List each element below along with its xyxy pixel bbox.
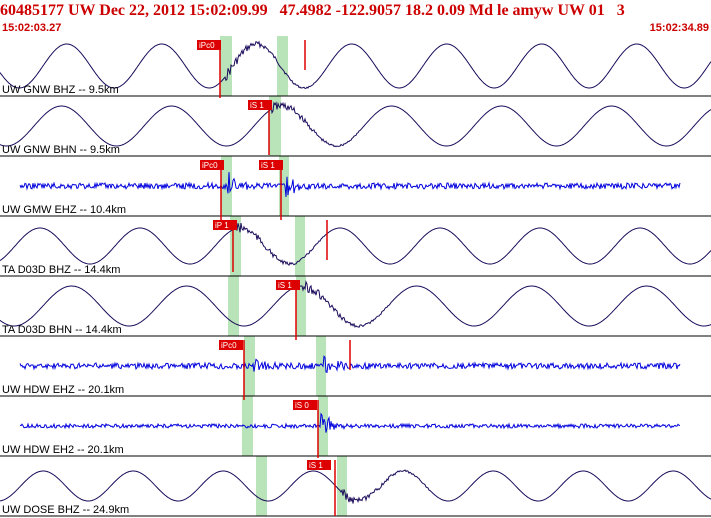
phase-picks: iPc0 iS 1 iPc0 iS 1 iP 1 iS 1 iPc0 iS 0 iS 1 <box>197 40 351 516</box>
pick-label: iS 1 <box>309 461 323 470</box>
phase-window <box>295 216 305 276</box>
pick-box <box>219 340 243 350</box>
phase-window <box>318 396 328 456</box>
pick-box <box>307 460 331 470</box>
phase-window <box>277 36 288 96</box>
start-time-label: 15:02:03.27 <box>2 22 62 34</box>
phase-window <box>242 396 253 456</box>
pick-label: iS 0 <box>295 401 309 410</box>
pick-label: iPc0 <box>199 41 215 50</box>
pick-box <box>248 100 272 110</box>
phase-window <box>256 456 267 516</box>
phase-window <box>316 336 326 396</box>
pick-box <box>293 400 317 410</box>
station-label: TA D03D BHN -- 14.4km <box>2 324 122 336</box>
pick-box <box>276 280 300 290</box>
phase-window <box>220 36 232 96</box>
station-labels: UW GNW BHZ -- 9.5km UW GNW BHN -- 9.5km UW… <box>2 84 129 516</box>
phase-window <box>244 336 255 396</box>
phase-window <box>279 156 289 216</box>
phase-window <box>296 276 306 336</box>
station-label: UW GNW BHN -- 9.5km <box>2 144 120 156</box>
station-label: UW HDW EH2 -- 20.1km <box>2 444 124 456</box>
station-label: TA D03D BHZ -- 14.4km <box>2 264 120 276</box>
pick-label: iPc0 <box>202 161 218 170</box>
pick-label: iPc0 <box>221 341 237 350</box>
waveform-trace <box>0 101 711 148</box>
waveform-trace <box>0 279 711 329</box>
waveform-trace <box>0 223 711 266</box>
phase-window <box>228 276 239 336</box>
pick-label: iS 1 <box>278 281 292 290</box>
pick-box <box>259 160 283 170</box>
seismogram-panel[interactable]: iPc0 iS 1 iPc0 iS 1 iP 1 iS 1 iPc0 iS 0 iS 1 UW … <box>0 36 711 518</box>
pick-box <box>213 220 237 230</box>
station-label: UW GMW EHZ -- 10.4km <box>2 204 126 216</box>
trace-separators <box>0 95 711 517</box>
waveform-trace <box>0 40 711 89</box>
waveform-trace <box>19 412 680 433</box>
pick-label: iP 1 <box>215 221 229 230</box>
phase-window <box>230 216 241 276</box>
pick-box <box>197 40 221 50</box>
event-header-title: 60485177 UW Dec 22, 2012 15:02:09.99 47.… <box>0 2 625 19</box>
station-label: UW HDW EHZ -- 20.1km <box>2 384 124 396</box>
station-label: UW DOSE BHZ -- 24.9km <box>2 504 129 516</box>
phase-window <box>337 456 347 516</box>
waveform-trace <box>0 469 711 504</box>
station-label: UW GNW BHZ -- 9.5km <box>2 84 119 96</box>
end-time-label: 15:02:34.89 <box>649 22 709 34</box>
pick-box <box>200 160 224 170</box>
pick-label: iS 1 <box>250 101 264 110</box>
waveform-trace <box>19 172 681 197</box>
pick-label: iS 1 <box>261 161 275 170</box>
